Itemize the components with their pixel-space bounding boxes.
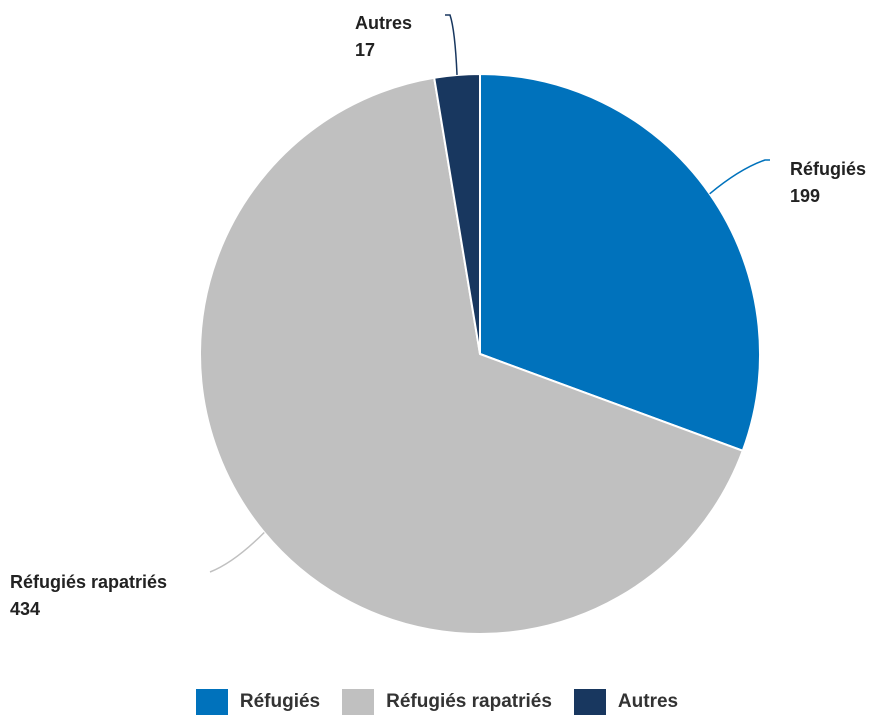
legend-swatch-refugies-rapatries [342, 689, 375, 715]
legend-swatch-refugies [195, 689, 228, 715]
leader-line-refugies-rapatries [209, 531, 265, 573]
legend-label-refugies: Réfugiés [239, 691, 321, 712]
pie-chart: Réfugiés 199 Réfugiés rapatriés 434 Autres 17 [10, 13, 866, 635]
legend-swatch-autres [573, 689, 606, 715]
legend-label-refugies-rapatries: Réfugiés rapatriés [386, 691, 552, 712]
legend-item-refugies[interactable]: Réfugiés [195, 689, 321, 715]
data-label-name-autres: Autres [355, 13, 412, 33]
pie-slice-refugies-rapatries[interactable] [199, 76, 745, 635]
legend-label-autres: Autres [617, 691, 679, 712]
data-label-name-refugies-rapatries: Réfugiés rapatriés [10, 572, 167, 592]
data-label-value-autres: 17 [355, 40, 375, 60]
data-label-name-refugies: Réfugiés [790, 159, 866, 179]
data-label-value-refugies: 199 [790, 186, 820, 206]
leader-line-refugies [709, 159, 770, 195]
data-label-value-refugies-rapatries: 434 [10, 599, 40, 619]
pie-slice-refugies[interactable] [479, 72, 761, 453]
pie-slice-autres[interactable] [433, 72, 481, 355]
leader-line-autres [445, 14, 458, 75]
legend-item-refugies-rapatries[interactable]: Réfugiés rapatriés [342, 689, 552, 715]
legend-item-autres[interactable]: Autres [573, 689, 679, 715]
legend: Réfugiés Réfugiés rapatriés Autres [0, 689, 874, 715]
